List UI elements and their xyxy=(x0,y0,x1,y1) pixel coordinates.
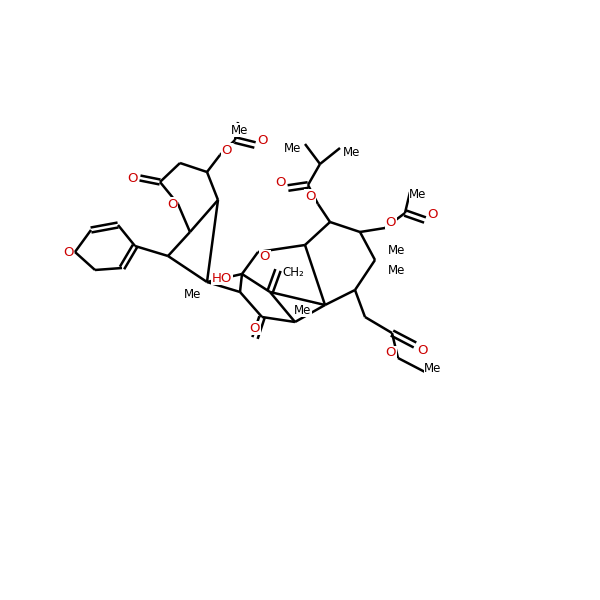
Text: O: O xyxy=(167,197,177,211)
Text: CH₂: CH₂ xyxy=(282,265,304,278)
Text: O: O xyxy=(275,176,285,190)
Text: O: O xyxy=(258,133,268,146)
Text: O: O xyxy=(127,172,137,185)
Text: Me: Me xyxy=(388,244,406,257)
Text: Me: Me xyxy=(388,263,406,277)
Text: Me: Me xyxy=(295,304,311,317)
Text: Me: Me xyxy=(232,124,248,136)
Text: O: O xyxy=(63,245,73,259)
Text: O: O xyxy=(305,190,315,202)
Text: O: O xyxy=(428,208,438,221)
Text: O: O xyxy=(386,346,396,359)
Text: Me: Me xyxy=(424,362,442,376)
Text: Me: Me xyxy=(184,287,202,301)
Text: O: O xyxy=(222,143,232,157)
Text: O: O xyxy=(260,251,270,263)
Text: O: O xyxy=(386,215,396,229)
Text: O: O xyxy=(418,343,428,356)
Text: Me: Me xyxy=(343,145,361,158)
Text: Me: Me xyxy=(284,142,302,154)
Text: HO: HO xyxy=(212,271,232,284)
Text: O: O xyxy=(250,322,260,335)
Text: Me: Me xyxy=(409,188,427,202)
